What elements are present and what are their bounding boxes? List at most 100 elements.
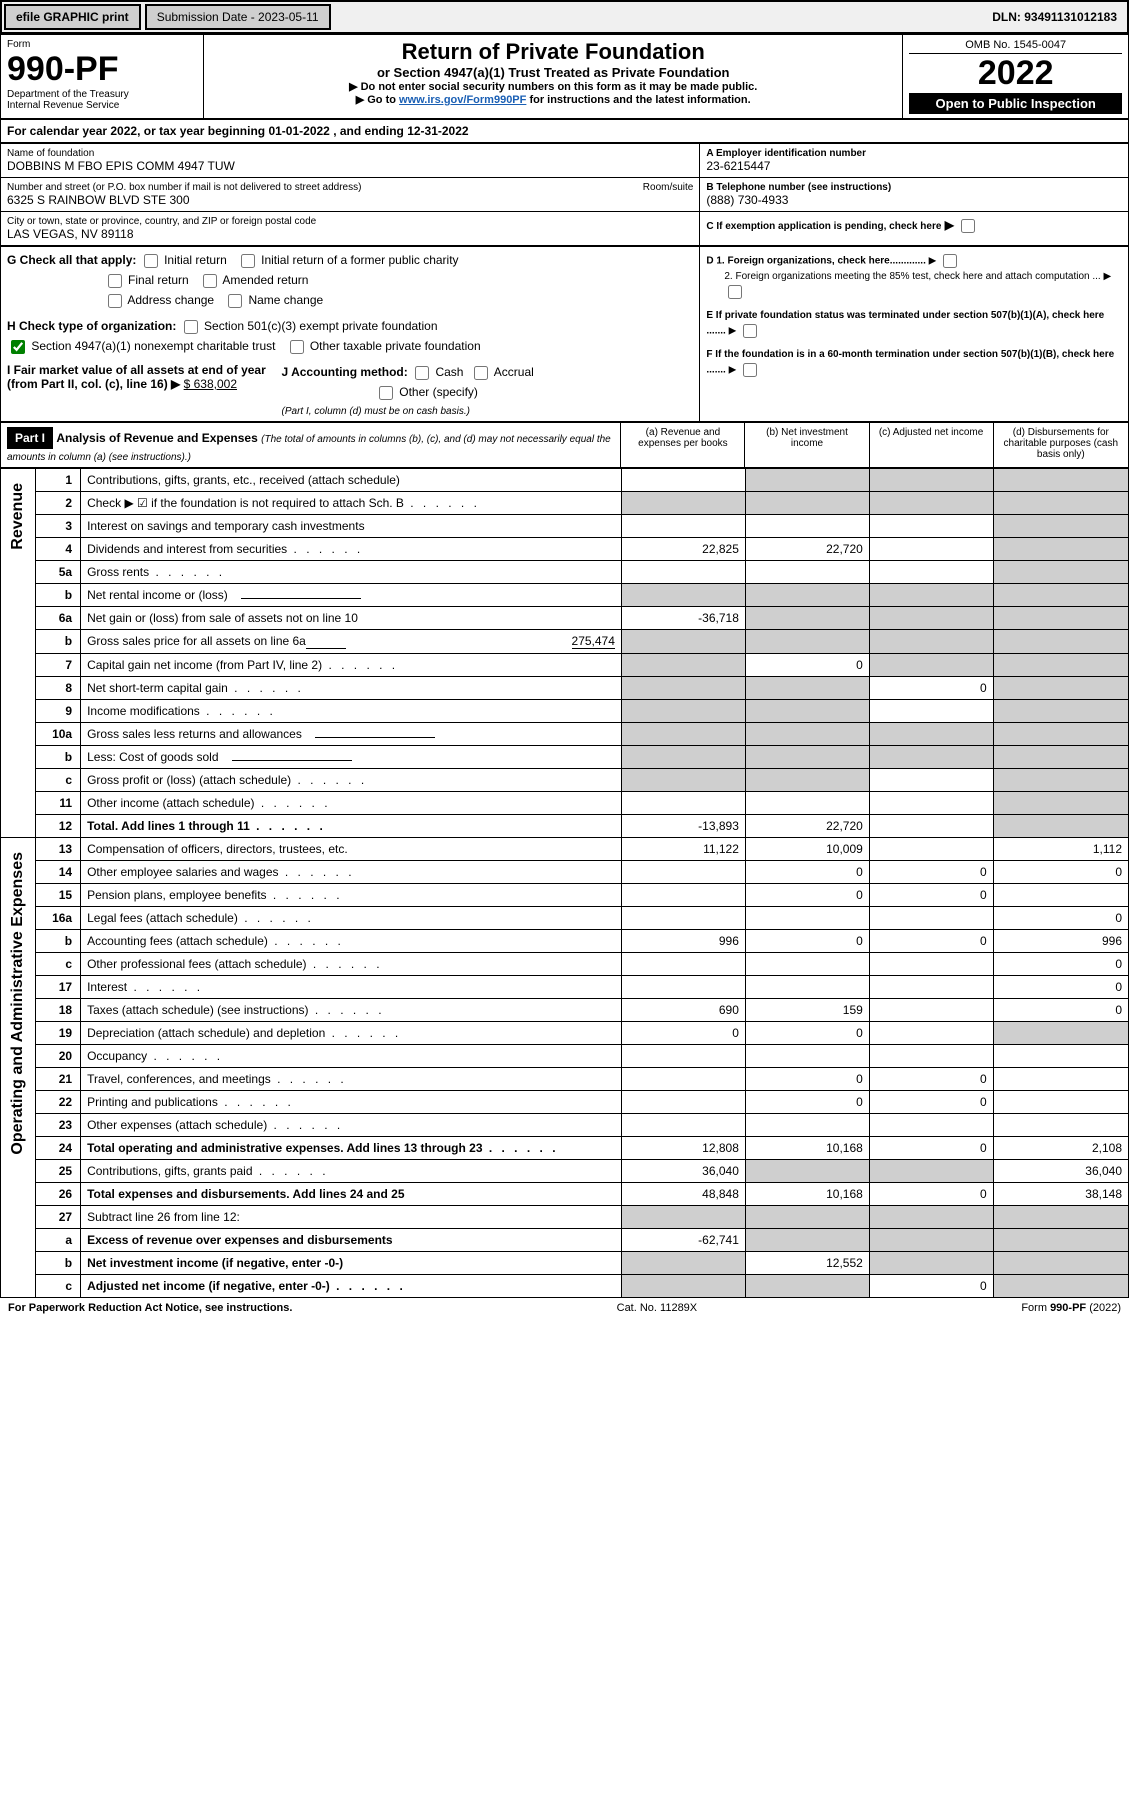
line-description: Gross sales less returns and allowances — [81, 723, 622, 746]
data-cell — [621, 769, 745, 792]
data-cell: 36,040 — [993, 1160, 1128, 1183]
data-cell — [745, 1275, 869, 1298]
line-description: Depreciation (attach schedule) and deple… — [81, 1022, 622, 1045]
g-address-change[interactable] — [108, 294, 122, 308]
data-cell — [745, 677, 869, 700]
data-cell: 12,808 — [621, 1137, 745, 1160]
data-cell: 0 — [869, 861, 993, 884]
data-cell — [869, 492, 993, 515]
addr-label: Number and street (or P.O. box number if… — [7, 182, 361, 193]
data-cell — [621, 515, 745, 538]
line-number: 19 — [36, 1022, 81, 1045]
note-link-suffix: for instructions and the latest informat… — [529, 94, 750, 106]
line-row: 11Other income (attach schedule) . . . .… — [1, 792, 1129, 815]
data-cell — [993, 1114, 1128, 1137]
foundation-name: DOBBINS M FBO EPIS COMM 4947 TUW — [7, 159, 693, 173]
data-cell — [745, 1206, 869, 1229]
data-cell — [869, 584, 993, 607]
e-checkbox[interactable] — [743, 324, 757, 338]
form-subtitle: or Section 4947(a)(1) Trust Treated as P… — [210, 65, 896, 80]
efile-print-button[interactable]: efile GRAPHIC print — [4, 4, 141, 30]
data-cell — [621, 1275, 745, 1298]
form-word: Form — [7, 39, 197, 50]
j-cash-label: Cash — [435, 365, 463, 379]
g-opt-5: Name change — [248, 293, 323, 307]
dept-treasury: Department of the Treasury — [7, 89, 197, 100]
line-number: 23 — [36, 1114, 81, 1137]
j-accrual[interactable] — [474, 366, 488, 380]
line-number: 17 — [36, 976, 81, 999]
section-label: Operating and Administrative Expenses — [7, 842, 29, 1165]
city-value: LAS VEGAS, NV 89118 — [7, 227, 693, 241]
d1-checkbox[interactable] — [943, 254, 957, 268]
data-cell — [993, 723, 1128, 746]
g-opt-2: Final return — [128, 273, 189, 287]
data-cell: 0 — [993, 861, 1128, 884]
data-cell — [621, 492, 745, 515]
g-amended[interactable] — [203, 274, 217, 288]
j-other[interactable] — [379, 386, 393, 400]
g-name-change[interactable] — [228, 294, 242, 308]
g-initial-former[interactable] — [241, 254, 255, 268]
data-cell: 0 — [869, 930, 993, 953]
j-note: (Part I, column (d) must be on cash basi… — [282, 406, 470, 417]
col-b: (b) Net investment income — [745, 423, 869, 468]
line-row: bNet investment income (if negative, ent… — [1, 1252, 1129, 1275]
c-checkbox[interactable] — [961, 219, 975, 233]
line-row: 24Total operating and administrative exp… — [1, 1137, 1129, 1160]
line-description: Accounting fees (attach schedule) . . . … — [81, 930, 622, 953]
line-row: 23Other expenses (attach schedule) . . .… — [1, 1114, 1129, 1137]
period-mid: , and ending — [333, 124, 407, 138]
h-501c3[interactable] — [184, 320, 198, 334]
data-cell — [745, 769, 869, 792]
h-4947-label: Section 4947(a)(1) nonexempt charitable … — [31, 339, 275, 353]
data-cell — [621, 976, 745, 999]
data-cell — [869, 838, 993, 861]
f-checkbox[interactable] — [743, 363, 757, 377]
data-cell — [621, 677, 745, 700]
line-number: b — [36, 746, 81, 769]
page-footer: For Paperwork Reduction Act Notice, see … — [0, 1298, 1129, 1318]
data-cell: 996 — [621, 930, 745, 953]
data-cell: 0 — [745, 861, 869, 884]
line-number: 7 — [36, 654, 81, 677]
line-description: Check ▶ ☑ if the foundation is not requi… — [81, 492, 622, 515]
data-cell: 0 — [993, 999, 1128, 1022]
data-cell — [621, 723, 745, 746]
data-cell — [993, 469, 1128, 492]
data-cell: 10,168 — [745, 1137, 869, 1160]
data-cell — [993, 1091, 1128, 1114]
data-cell: 0 — [745, 654, 869, 677]
data-cell: 0 — [869, 884, 993, 907]
data-cell — [745, 630, 869, 654]
line-description: Less: Cost of goods sold — [81, 746, 622, 769]
line-description: Occupancy . . . . . . — [81, 1045, 622, 1068]
j-cash[interactable] — [415, 366, 429, 380]
g-opt-4: Address change — [127, 293, 214, 307]
line-row: 9Income modifications . . . . . . — [1, 700, 1129, 723]
line-description: Interest on savings and temporary cash i… — [81, 515, 622, 538]
h-4947[interactable] — [11, 340, 25, 354]
form990pf-link[interactable]: www.irs.gov/Form990PF — [399, 94, 526, 106]
d2-checkbox[interactable] — [728, 285, 742, 299]
data-cell — [869, 1229, 993, 1252]
line-description: Printing and publications . . . . . . — [81, 1091, 622, 1114]
data-cell — [745, 953, 869, 976]
line-row: 10aGross sales less returns and allowanc… — [1, 723, 1129, 746]
line-number: c — [36, 769, 81, 792]
g-initial-return[interactable] — [144, 254, 158, 268]
data-cell — [993, 630, 1128, 654]
data-cell — [993, 884, 1128, 907]
data-cell — [869, 723, 993, 746]
line-row: aExcess of revenue over expenses and dis… — [1, 1229, 1129, 1252]
identity-block: Name of foundation DOBBINS M FBO EPIS CO… — [0, 143, 1129, 246]
data-cell — [993, 492, 1128, 515]
h-other[interactable] — [290, 340, 304, 354]
room-label: Room/suite — [643, 182, 694, 193]
data-cell — [621, 907, 745, 930]
data-cell — [745, 723, 869, 746]
g-final[interactable] — [108, 274, 122, 288]
j-label: J Accounting method: — [282, 365, 408, 379]
line-row: 22Printing and publications . . . . . .0… — [1, 1091, 1129, 1114]
data-cell — [993, 792, 1128, 815]
